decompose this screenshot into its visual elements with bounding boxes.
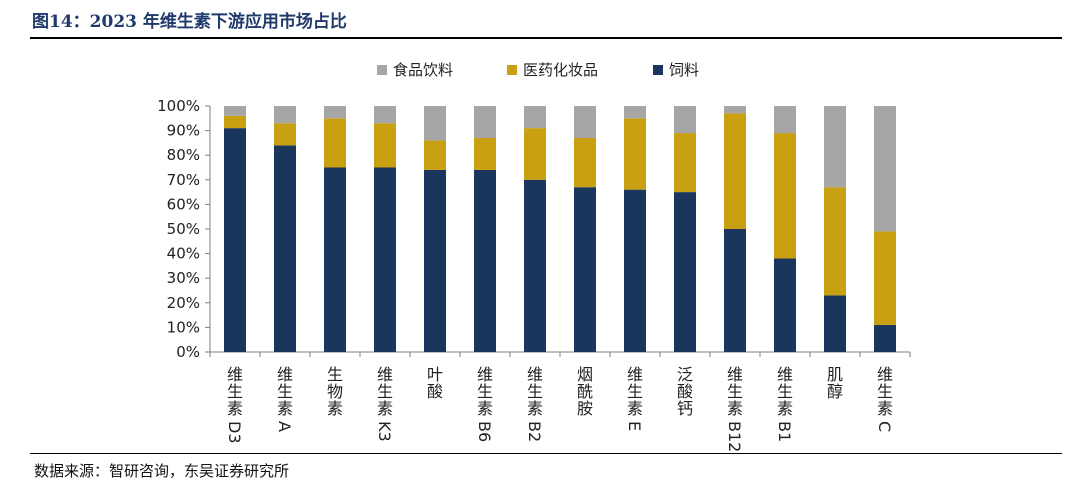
legend-label: 食品饮料: [393, 61, 454, 79]
y-tick-label: 90%: [167, 122, 200, 140]
x-category-label: 叶酸: [427, 365, 443, 401]
bar-segment: [474, 106, 496, 138]
bar-segment: [674, 106, 696, 134]
x-category-label: 肌醇: [827, 365, 843, 401]
bar-segment: [424, 140, 446, 170]
bar-segment: [324, 167, 346, 352]
bottom-rule: [30, 453, 1062, 454]
bar-segment: [624, 118, 646, 190]
x-category-label-suffix: D3: [225, 421, 244, 444]
x-category-label: 烟酰胺: [577, 365, 593, 418]
x-category-label: 泛酸钙: [677, 365, 693, 418]
y-tick-label: 100%: [157, 97, 200, 115]
bar-segment: [224, 115, 246, 129]
y-tick-label: 60%: [167, 195, 200, 213]
legend-swatch: [377, 64, 387, 75]
x-category-label: 维生素: [377, 365, 393, 418]
legend-item: 食品饮料: [377, 59, 453, 80]
bar-segment: [574, 106, 596, 138]
x-category-label: 维生素: [877, 365, 893, 418]
bar-segment: [774, 106, 796, 134]
bar-segment: [574, 137, 596, 188]
bar-segment: [274, 106, 296, 124]
bar-segment: [424, 106, 446, 141]
x-category-label-suffix: B6: [475, 421, 494, 442]
x-category-label-suffix: E: [625, 421, 644, 431]
bar-segment: [524, 106, 546, 129]
y-tick-label: 30%: [167, 269, 200, 287]
x-category-label-suffix: K3: [375, 421, 394, 442]
bar-segment: [824, 295, 846, 352]
x-category-label: 维生素: [627, 365, 643, 418]
bar-segment: [774, 133, 796, 259]
bar-segment: [724, 229, 746, 352]
bar-segment: [424, 169, 446, 352]
x-category-label: 维生素: [227, 365, 243, 418]
legend-label: 饲料: [669, 61, 700, 79]
legend-label: 医药化妆品: [523, 61, 599, 79]
y-tick-label: 50%: [167, 220, 200, 238]
bar-segment: [224, 106, 246, 116]
bar-segment: [324, 106, 346, 119]
bar-segment: [374, 123, 396, 168]
bar-segment: [624, 106, 646, 119]
bar-segment: [874, 324, 896, 352]
bar-segment: [724, 106, 746, 114]
bar-segment: [574, 187, 596, 352]
legend-item: 医药化妆品: [507, 59, 598, 80]
bar-segment: [674, 133, 696, 193]
bar-segment: [724, 113, 746, 229]
x-category-label: 维生素: [727, 365, 743, 418]
bar-segment: [224, 128, 246, 352]
bar-segment: [374, 106, 396, 124]
y-tick-label: 70%: [167, 171, 200, 189]
y-tick-label: 0%: [176, 343, 200, 361]
y-tick-label: 10%: [167, 318, 200, 336]
x-category-label-suffix: C: [875, 421, 894, 432]
legend-swatch: [507, 64, 517, 75]
x-category-label: 维生素: [777, 365, 793, 418]
bar-segment: [374, 167, 396, 352]
bar-segment: [624, 189, 646, 352]
bar-segment: [874, 231, 896, 325]
x-category-label-suffix: B12: [725, 421, 744, 452]
top-rule: [30, 37, 1062, 39]
x-category-label: 维生素: [527, 365, 543, 418]
bar-segment: [774, 258, 796, 352]
x-category-label: 维生素: [277, 365, 293, 418]
bar-segment: [324, 118, 346, 168]
source-note: 数据来源：智研咨询，东吴证券研究所: [34, 462, 290, 480]
bar-segment: [824, 187, 846, 296]
figure-title: 图14：2023 年维生素下游应用市场占比: [32, 12, 347, 32]
x-category-label-suffix: A: [275, 421, 294, 432]
bar-segment: [474, 169, 496, 352]
y-tick-label: 80%: [167, 146, 200, 164]
bar-segment: [524, 128, 546, 180]
x-category-label-suffix: B2: [525, 421, 544, 442]
x-category-label-suffix: B1: [775, 421, 794, 442]
x-category-label: 生物素: [327, 365, 343, 418]
bar-segment: [524, 179, 546, 352]
bar-segment: [474, 137, 496, 170]
bar-segment: [274, 123, 296, 146]
y-tick-label: 40%: [167, 245, 200, 263]
legend-item: 饲料: [653, 59, 699, 80]
bar-segment: [274, 145, 296, 352]
legend-swatch: [653, 64, 663, 75]
bar-segment: [674, 192, 696, 352]
x-category-label: 维生素: [477, 365, 493, 418]
bar-segment: [824, 106, 846, 188]
bar-segment: [874, 106, 896, 232]
y-tick-label: 20%: [167, 294, 200, 312]
